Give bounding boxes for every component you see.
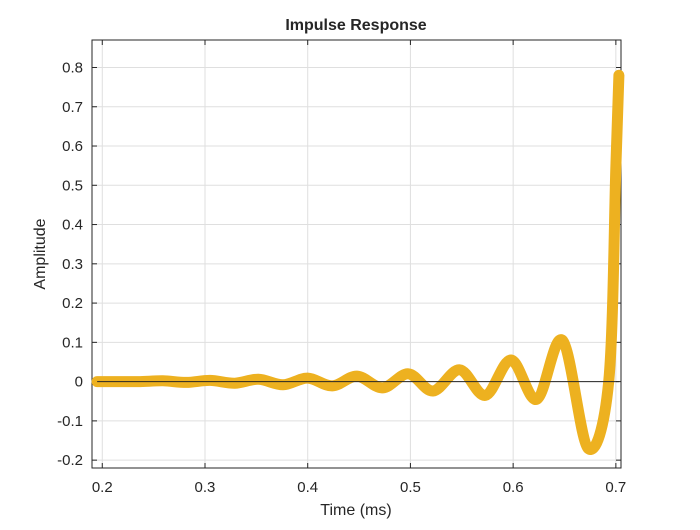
x-tick-label: 0.2 (92, 479, 113, 496)
y-tick-label: 0 (75, 374, 83, 391)
axes-box (91, 39, 622, 469)
x-axis-label: Time (ms) (320, 502, 391, 519)
y-tick-label: 0.4 (62, 217, 83, 234)
axes (91, 39, 622, 469)
y-tick-label: 0.3 (62, 256, 83, 273)
x-tick-label: 0.5 (400, 479, 421, 496)
series-layer (91, 69, 625, 455)
y-tick-label: 0.1 (62, 334, 83, 351)
series-line (91, 69, 625, 455)
series-0 (91, 69, 625, 455)
y-tick-label: -0.2 (57, 452, 83, 469)
y-tick-label: 0.7 (62, 99, 83, 116)
y-tick-label: 0.5 (62, 177, 83, 194)
x-tick-label: 0.4 (297, 479, 318, 496)
y-tick-label: -0.1 (57, 413, 83, 430)
y-axis-label: Amplitude (32, 218, 49, 289)
x-tick-label: 0.3 (195, 479, 216, 496)
plot-background (92, 40, 621, 468)
y-tick-label: 0.2 (62, 295, 83, 312)
x-tick-label: 0.6 (503, 479, 524, 496)
tick-labels: 0.2 0.3 0.4 0.5 0.6 0.7 -0.2 -0.1 0 0.1 0.2 0.3 0.4 0… (57, 59, 626, 496)
chart-title: Impulse Response (285, 17, 426, 34)
y-tick-label: 0.6 (62, 138, 83, 155)
y-tick-label: 0.8 (62, 59, 83, 76)
x-tick-label: 0.7 (605, 479, 626, 496)
